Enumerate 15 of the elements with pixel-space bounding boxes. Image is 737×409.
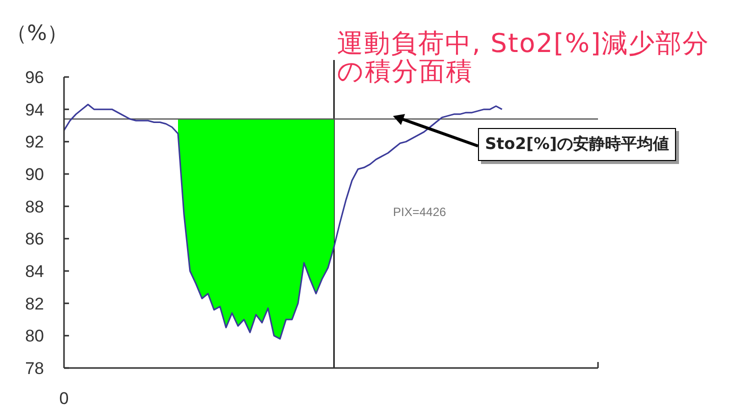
y-tick-label: 82 <box>25 294 44 314</box>
y-tick-label: 90 <box>25 165 44 184</box>
y-tick-label: 96 <box>25 68 44 87</box>
y-tick-label: 92 <box>25 132 44 152</box>
x-tick-label: 0 <box>59 389 69 408</box>
y-tick-label: 78 <box>25 359 44 378</box>
annotation: 運動負荷中, Sto2[%]減少部分の積分面積 <box>337 29 711 87</box>
y-tick-label: 94 <box>25 100 44 120</box>
annotation: PIX=4426 <box>393 205 446 219</box>
y-tick-label: 84 <box>25 262 44 281</box>
y-tick-label: 88 <box>25 197 44 216</box>
y-tick-label: 86 <box>25 230 44 249</box>
y-axis-title: （%） <box>6 21 68 45</box>
annotation: Sto2[%]の安静時平均値 <box>478 128 676 161</box>
y-tick-label: 80 <box>25 326 44 346</box>
